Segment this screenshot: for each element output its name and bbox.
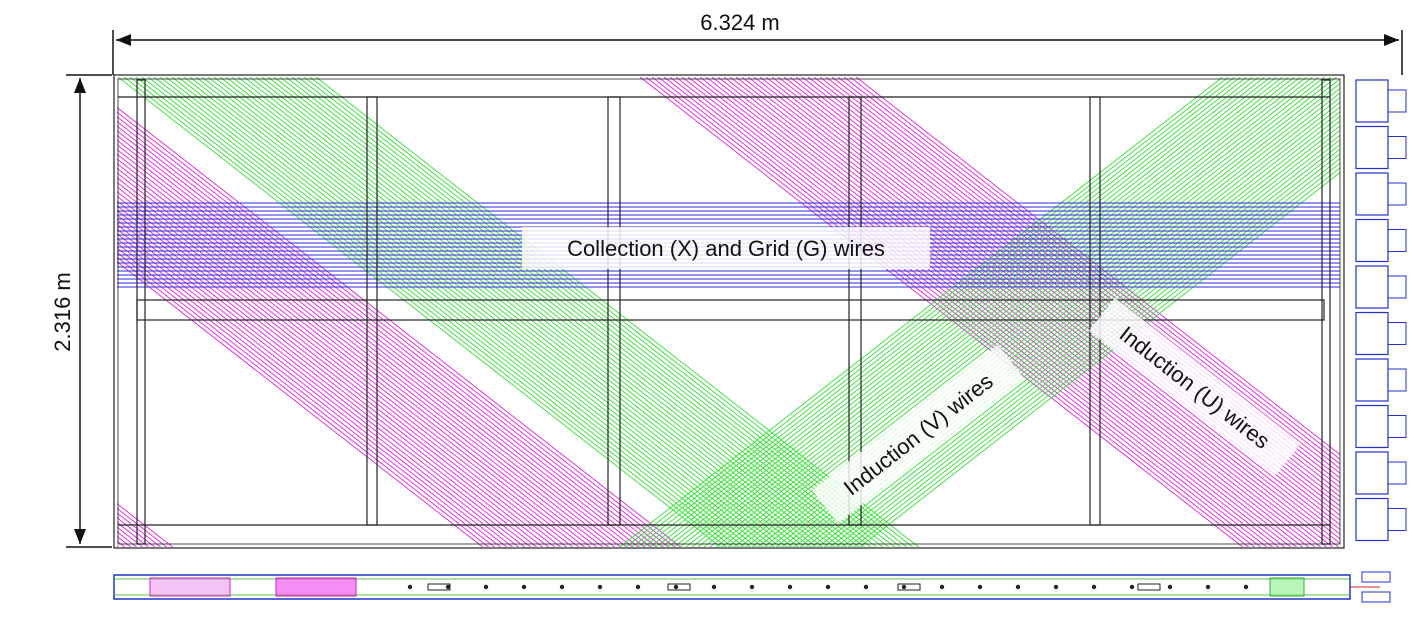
induction-v-label: Induction (V) wires — [812, 344, 1024, 524]
collection-label-text: Collection (X) and Grid (G) wires — [567, 236, 885, 261]
height-label: 2.316 m — [50, 272, 75, 352]
side-view-strip — [113, 571, 1391, 603]
collection-wires — [117, 202, 1340, 288]
width-label: 6.324 m — [700, 10, 780, 35]
height-dimension: 2.316 m — [50, 74, 112, 548]
apa-frame — [113, 74, 1345, 549]
readout-boards — [1355, 79, 1407, 542]
collection-label: Collection (X) and Grid (G) wires — [522, 227, 930, 269]
width-dimension: 6.324 m — [112, 10, 1403, 75]
